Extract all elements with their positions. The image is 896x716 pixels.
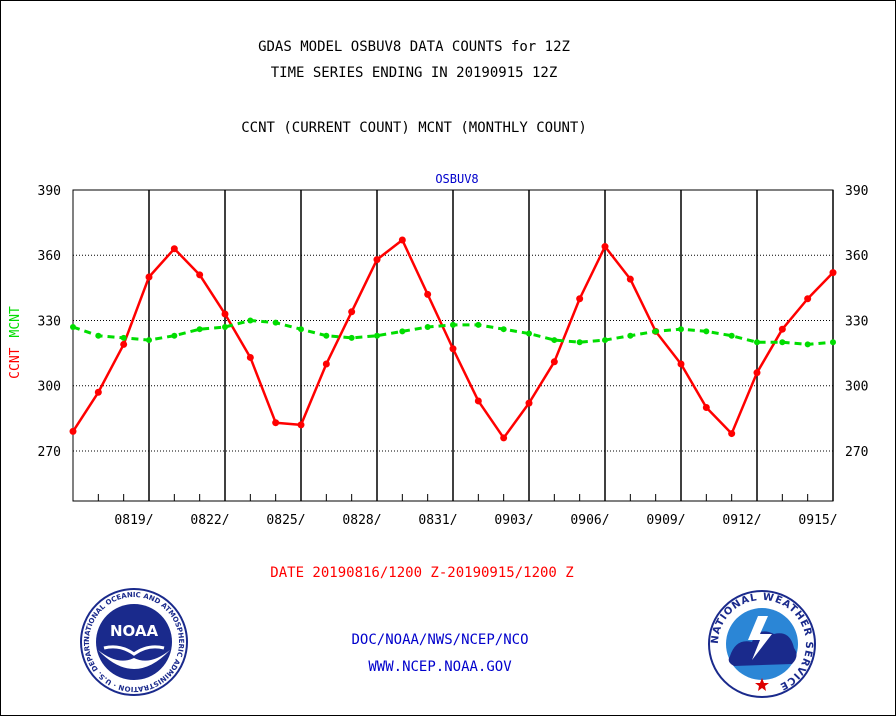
y-tick-label-right: 330 (845, 314, 868, 329)
ccnt-data-point (525, 399, 533, 407)
ccnt-data-point (804, 295, 812, 303)
x-tick-label: 0906/ (570, 513, 609, 528)
ccnt-data-point (424, 290, 432, 298)
ccnt-data-point (196, 271, 204, 279)
ccnt-data-point (500, 434, 508, 442)
mcnt-data-point (475, 321, 482, 328)
ccnt-data-point (677, 360, 685, 368)
mcnt-data-point (348, 334, 355, 341)
y-axis-label-part: MCNT (8, 306, 23, 337)
y-tick-label-left: 270 (38, 445, 61, 460)
ccnt-data-point (398, 236, 406, 244)
ccnt-data-point (576, 295, 584, 303)
series-title: OSBUV8 (435, 172, 478, 186)
mcnt-data-point (374, 332, 380, 339)
y-tick-label-left: 390 (38, 184, 61, 199)
ccnt-data-point (69, 427, 77, 435)
ccnt-data-point (601, 243, 609, 251)
x-tick-label: 0912/ (722, 513, 761, 528)
ccnt-data-point (145, 273, 153, 281)
mcnt-data-point (196, 326, 203, 333)
x-tick-label: 0828/ (342, 513, 381, 528)
ccnt-data-point (373, 256, 381, 264)
x-tick-label: 0822/ (190, 513, 229, 528)
ccnt-data-point (626, 275, 634, 283)
ccnt-data-point (94, 388, 102, 396)
mcnt-data-point (70, 324, 76, 331)
y-tick-label-right: 360 (845, 249, 868, 264)
line-chart: 270 270 300 300 330 330 360 360 390 390 0819/0822/… (8, 172, 868, 528)
y-tick-label-right: 270 (845, 445, 868, 460)
y-tick-label-right: 390 (845, 184, 868, 199)
ccnt-data-point (221, 310, 229, 318)
mcnt-data-point (500, 326, 507, 333)
ccnt-data-point (829, 269, 837, 277)
mcnt-data-point (171, 332, 178, 339)
mcnt-data-point (526, 330, 532, 337)
x-tick-label: 0831/ (418, 513, 457, 528)
mcnt-data-point (450, 321, 456, 328)
ccnt-data-point (348, 308, 356, 316)
ccnt-data-point (550, 358, 558, 366)
mcnt-data-point (779, 339, 786, 346)
x-tick-label: 0903/ (494, 513, 533, 528)
y-tick-label-left: 300 (38, 380, 61, 395)
website-link[interactable]: WWW.NCEP.NOAA.GOV (368, 659, 512, 675)
mcnt-data-point (424, 324, 431, 331)
mcnt-data-point (146, 337, 152, 344)
chart-title-line2: TIME SERIES ENDING IN 20190915 12Z (270, 65, 558, 81)
x-tick-label: 0909/ (646, 513, 685, 528)
date-range-label: DATE 20190816/1200 Z-20190915/1200 Z (270, 565, 574, 581)
y-axis-label: CCNT MCNT (8, 306, 23, 379)
mcnt-data-point (298, 326, 304, 333)
ccnt-data-point (728, 430, 736, 438)
ccnt-data-point (297, 421, 305, 429)
mcnt-data-point (120, 334, 127, 341)
mcnt-data-point (627, 332, 634, 339)
y-tick-label-left: 330 (38, 314, 61, 329)
mcnt-data-point (551, 337, 558, 344)
mcnt-data-point (804, 341, 811, 348)
mcnt-data-point (576, 339, 583, 346)
ccnt-data-point (246, 353, 254, 361)
mcnt-data-point (703, 328, 710, 335)
mcnt-data-point (323, 332, 330, 339)
ccnt-data-point (120, 340, 128, 348)
ccnt-data-point (170, 245, 178, 253)
y-tick-label-right: 300 (845, 380, 868, 395)
ccnt-data-point (702, 403, 710, 411)
mcnt-data-point (272, 319, 279, 326)
mcnt-data-point (222, 324, 228, 331)
mcnt-data-point (830, 339, 836, 346)
org-label: DOC/NOAA/NWS/NCEP/NCO (351, 632, 529, 648)
y-axis-label-part: CCNT (8, 347, 23, 378)
mcnt-data-point (399, 328, 406, 335)
ccnt-data-point (474, 397, 482, 405)
mcnt-data-point (602, 337, 608, 344)
mcnt-data-point (247, 317, 254, 324)
ccnt-data-point (272, 419, 280, 427)
chart-subtitle: CCNT (CURRENT COUNT) MCNT (MONTHLY COUNT… (241, 120, 587, 136)
ccnt-data-point (322, 360, 330, 368)
chart-title-line1: GDAS MODEL OSBUV8 DATA COUNTS for 12Z (258, 39, 570, 55)
nws-logo-icon: NATIONAL WEATHER SERVICE (708, 590, 816, 698)
x-tick-label: 0915/ (798, 513, 837, 528)
mcnt-data-point (728, 332, 735, 339)
ccnt-data-point (778, 325, 786, 333)
x-tick-label: 0825/ (266, 513, 305, 528)
y-tick-label-left: 360 (38, 249, 61, 264)
mcnt-data-point (652, 328, 659, 335)
ccnt-data-point (449, 345, 457, 353)
noaa-logo-text: NOAA (110, 622, 159, 640)
ccnt-data-point (753, 369, 761, 377)
x-tick-label: 0819/ (114, 513, 153, 528)
mcnt-data-point (95, 332, 102, 339)
noaa-logo-icon: NATIONAL OCEANIC AND ATMOSPHERIC ADMINIS… (80, 588, 188, 696)
mcnt-data-point (754, 339, 760, 346)
mcnt-data-point (678, 326, 684, 333)
